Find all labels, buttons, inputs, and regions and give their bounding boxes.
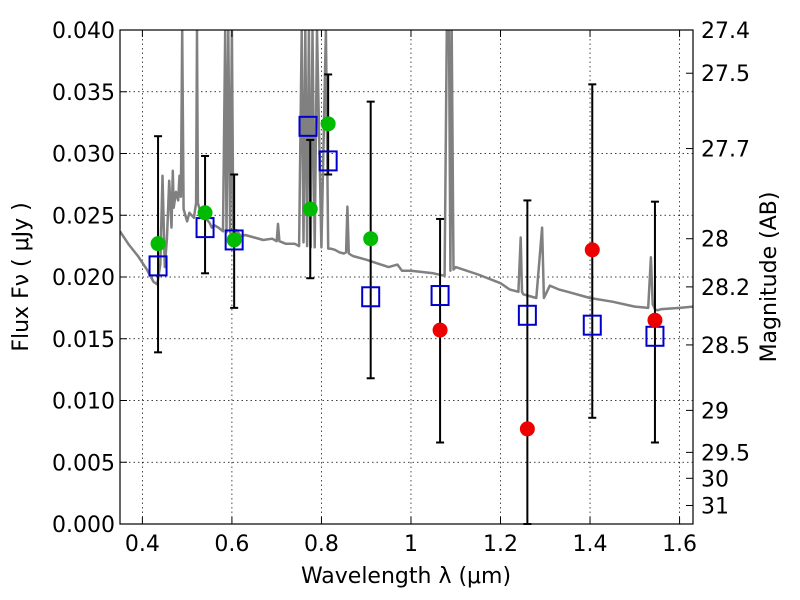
y-tick-label: 0.025 — [52, 204, 115, 229]
model-flux-square — [224, 229, 244, 251]
y-tick-label: 0.035 — [52, 81, 115, 106]
detection-point — [197, 205, 213, 221]
x-tick-label: 0.8 — [304, 532, 339, 557]
x-tick-label: 1 — [404, 532, 418, 557]
x-tick-label: 1.2 — [483, 532, 518, 557]
y-tick-label: 0.020 — [52, 266, 115, 291]
spectrum-layer — [120, 30, 693, 312]
magnitude-tick-label: 29.5 — [701, 441, 750, 466]
model-flux-square — [148, 255, 168, 277]
y-tick-label: 0.005 — [52, 451, 115, 476]
y-tick-label: 0.000 — [52, 513, 115, 538]
y-tick-label: 0.040 — [52, 19, 115, 44]
detection-point — [226, 232, 242, 248]
axis-ticks — [120, 29, 693, 525]
magnitude-tick-label: 29 — [701, 399, 729, 424]
non-detection-point — [584, 242, 600, 258]
magnitude-tick-label: 27.5 — [701, 62, 750, 87]
x-tick-label: 1.4 — [573, 532, 608, 557]
detection-point — [363, 231, 379, 247]
spectrum-line — [120, 30, 693, 312]
non-detection-point — [432, 322, 448, 338]
detection-point — [320, 116, 336, 132]
detection-point — [150, 236, 166, 252]
magnitude-tick-label: 30 — [701, 467, 729, 492]
model-flux-square — [430, 285, 450, 307]
x-tick-label: 0.4 — [125, 532, 160, 557]
y-tick-label: 0.010 — [52, 390, 115, 415]
magnitude-tick-label: 27.7 — [701, 138, 750, 163]
magnitude-tick-label: 28.5 — [701, 334, 750, 359]
y-tick-label: 0.015 — [52, 328, 115, 353]
model-flux-square — [298, 115, 318, 137]
magnitude-tick-label: 28.2 — [701, 276, 750, 301]
model-flux-square — [582, 314, 602, 336]
non-detection-point — [519, 421, 535, 437]
non-detection-point — [647, 312, 663, 328]
model-flux-square — [318, 150, 338, 172]
x-axis-title: Wavelength λ (μm) — [301, 564, 511, 589]
detection-point — [302, 201, 318, 217]
model-flux-square — [361, 286, 381, 308]
x-tick-label: 1.6 — [662, 532, 697, 557]
magnitude-tick-label: 27.4 — [701, 19, 750, 44]
x-tick-label: 0.6 — [214, 532, 249, 557]
y-axis-title: Flux Fν ( μJy ) — [9, 202, 34, 351]
magnitude-tick-label: 31 — [701, 494, 729, 519]
data-markers — [148, 115, 665, 437]
y-tick-label: 0.030 — [52, 143, 115, 168]
model-flux-square — [517, 304, 537, 326]
magnitude-axis-title: Magnitude (AB) — [757, 192, 782, 363]
magnitude-tick-label: 28 — [701, 228, 729, 253]
tick-labels: 0.4 0.6 0.8 1 1.2 1.4 1.6 0.000 0.005 0.010 0.015 0… — [52, 19, 750, 557]
